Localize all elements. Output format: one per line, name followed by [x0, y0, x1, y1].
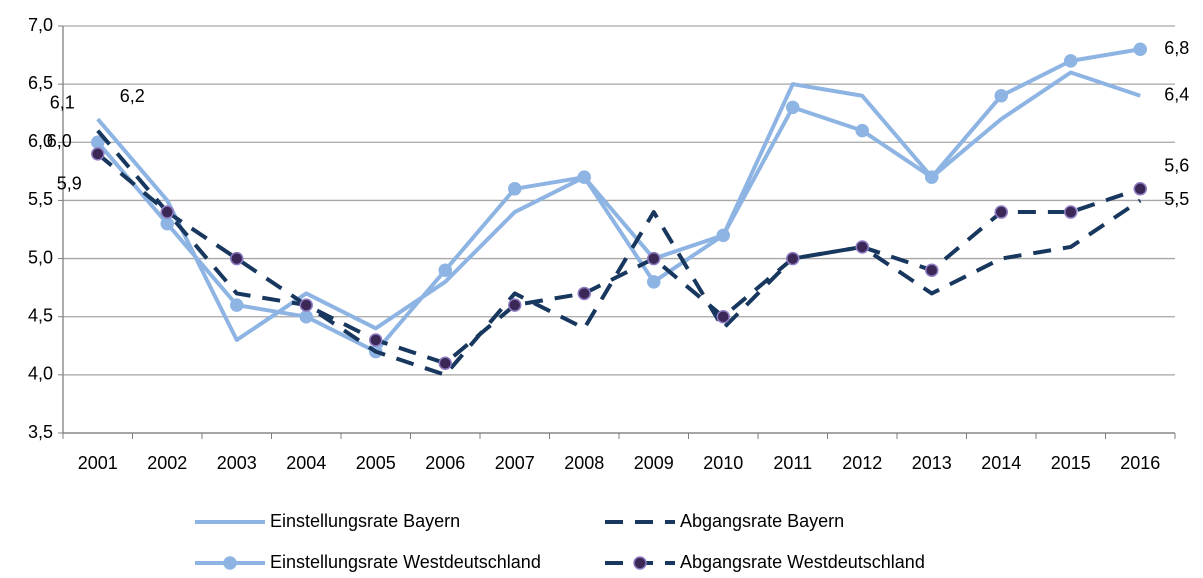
data-label: 5,9 — [57, 174, 82, 194]
data-label: 5,6 — [1164, 156, 1189, 176]
data-label: 6,2 — [120, 86, 145, 106]
x-tick-label: 2007 — [495, 453, 535, 473]
series-line — [96, 47, 1141, 354]
series-line — [96, 129, 1142, 377]
marker — [577, 170, 591, 184]
x-tick-label: 2003 — [217, 453, 257, 473]
marker — [230, 251, 244, 266]
marker — [855, 240, 869, 254]
y-tick-label: 6,5 — [28, 73, 53, 93]
data-label: 5,5 — [1164, 189, 1189, 209]
marker — [438, 263, 452, 277]
x-tick-label: 2011 — [773, 453, 812, 473]
marker — [647, 275, 661, 289]
marker — [786, 100, 800, 115]
marker — [1064, 54, 1078, 68]
data-label: 6,1 — [50, 92, 75, 112]
marker — [716, 228, 730, 243]
x-tick-label: 2005 — [356, 453, 396, 473]
y-tick-label: 6,0 — [28, 131, 53, 151]
marker — [925, 263, 939, 277]
marker — [577, 286, 591, 301]
marker — [994, 205, 1008, 219]
x-tick-label: 2004 — [286, 453, 326, 473]
x-tick-label: 2006 — [425, 453, 465, 473]
marker — [299, 298, 313, 312]
marker — [855, 123, 869, 138]
marker — [508, 182, 522, 196]
y-tick-label: 7,0 — [28, 15, 53, 35]
marker — [230, 298, 244, 312]
x-tick-label: 2008 — [564, 453, 604, 473]
x-tick-label: 2002 — [147, 453, 187, 473]
marker — [716, 309, 730, 324]
marker — [438, 356, 452, 370]
series-line — [96, 70, 1141, 342]
y-tick-label: 5,0 — [28, 247, 53, 267]
x-tick-label: 2010 — [703, 453, 743, 473]
marker — [369, 333, 383, 347]
y-tick-label: 4,0 — [28, 364, 53, 384]
x-tick-label: 2014 — [981, 453, 1021, 473]
x-tick-label: 2016 — [1120, 453, 1160, 473]
data-label: 6,4 — [1164, 85, 1189, 105]
legend-label: Einstellungsrate Westdeutschland — [270, 552, 541, 572]
marker — [1133, 182, 1147, 196]
x-tick-label: 2001 — [78, 453, 118, 473]
x-tick-label: 2015 — [1051, 453, 1091, 473]
data-label: 6,8 — [1164, 38, 1189, 58]
legend-marker — [633, 556, 647, 570]
marker — [647, 251, 661, 266]
y-tick-label: 4,5 — [28, 305, 53, 325]
marker — [1064, 205, 1078, 219]
marker — [160, 205, 174, 219]
y-tick-label: 5,5 — [28, 189, 53, 209]
legend-label: Abgangsrate Bayern — [680, 511, 844, 531]
x-tick-label: 2012 — [842, 453, 882, 473]
y-tick-label: 3,5 — [28, 422, 53, 442]
marker — [925, 170, 939, 184]
marker — [91, 147, 105, 161]
legend-marker — [223, 556, 237, 570]
marker — [160, 216, 174, 231]
marker — [299, 309, 313, 324]
marker — [786, 251, 800, 266]
series-line — [96, 152, 1141, 366]
marker — [1133, 42, 1147, 57]
data-label: 6,0 — [47, 131, 72, 151]
x-tick-label: 2013 — [912, 453, 952, 473]
marker — [994, 89, 1008, 103]
legend-label: Abgangsrate Westdeutschland — [680, 552, 925, 572]
legend-label: Einstellungsrate Bayern — [270, 511, 460, 531]
marker — [508, 298, 522, 312]
x-tick-label: 2009 — [634, 453, 674, 473]
